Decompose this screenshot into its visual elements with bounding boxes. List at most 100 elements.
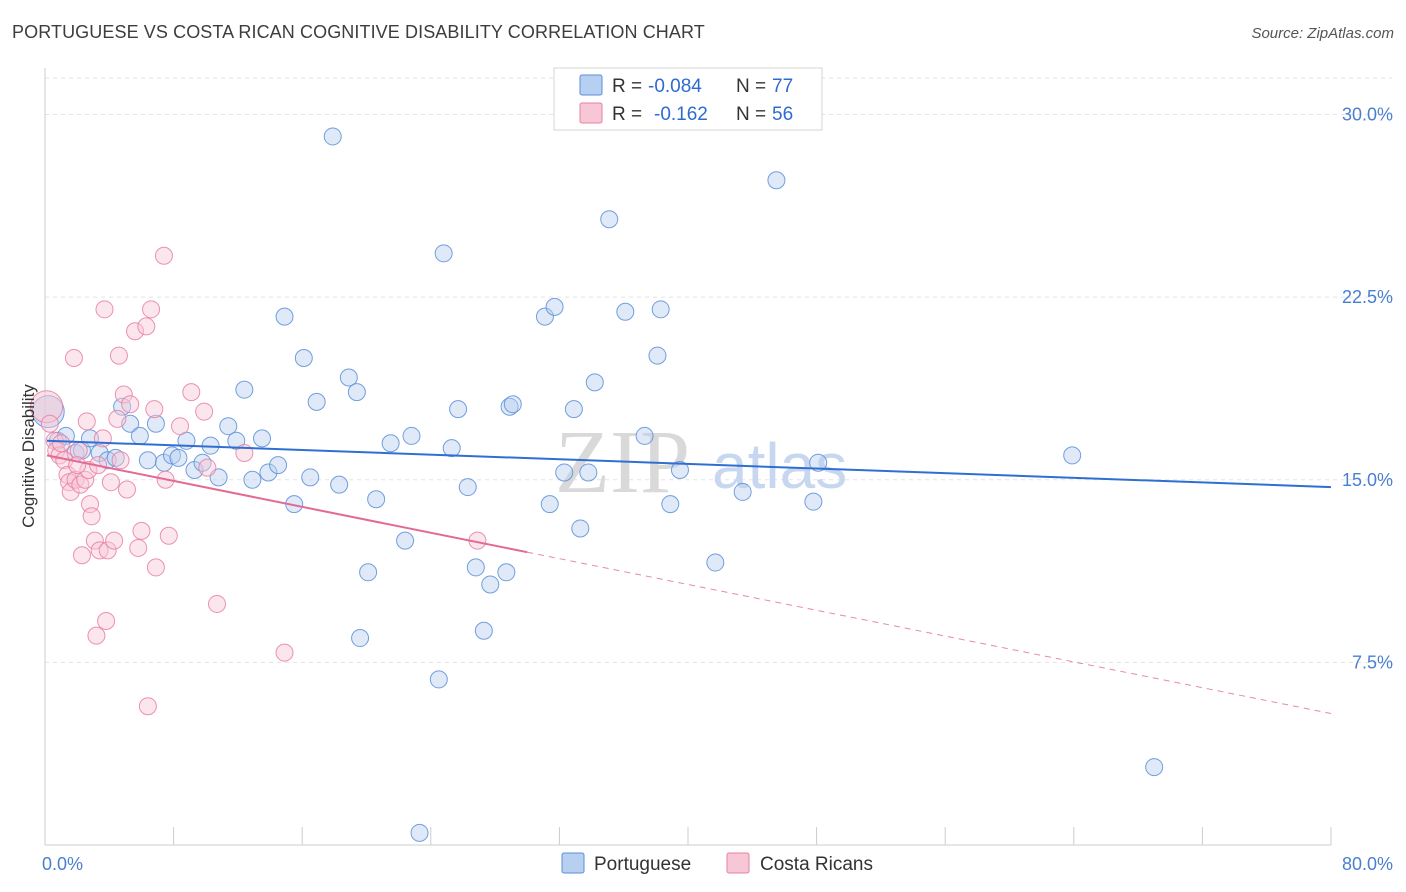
portuguese-point xyxy=(555,463,574,482)
y-tick-label: 15.0% xyxy=(1342,470,1393,490)
portuguese-point xyxy=(733,482,752,501)
portuguese-point xyxy=(339,368,358,387)
portuguese-point xyxy=(130,426,149,445)
costa-rican-point xyxy=(142,300,161,319)
costa-rican-point xyxy=(79,461,98,480)
bottom-legend: Portuguese Costa Ricans xyxy=(561,852,873,875)
costa-rican-point xyxy=(121,395,140,414)
portuguese-point xyxy=(396,531,415,550)
portuguese-point xyxy=(138,451,157,470)
portuguese-point xyxy=(481,575,500,594)
portuguese-point xyxy=(535,307,554,326)
portuguese-point xyxy=(146,414,165,433)
costa-rican-point xyxy=(64,349,83,368)
costa-rican-point xyxy=(114,385,133,404)
costa-rican-point xyxy=(95,300,114,319)
portuguese-point xyxy=(503,395,522,414)
portuguese-point xyxy=(458,478,477,497)
costa-rican-point xyxy=(77,412,96,431)
portuguese-point xyxy=(809,453,828,472)
costa-rican-point xyxy=(97,611,116,630)
costa-rican-point xyxy=(159,526,178,545)
portuguese-point xyxy=(429,670,448,689)
portuguese-point xyxy=(434,244,453,263)
portuguese-point xyxy=(706,553,725,572)
portuguese-point xyxy=(449,400,468,419)
bottom-legend-swatch-portuguese xyxy=(561,852,585,874)
costa-rican-point xyxy=(146,558,165,577)
portuguese-point xyxy=(804,492,823,511)
costa-rican-point xyxy=(208,594,227,613)
portuguese-point xyxy=(410,823,429,842)
portuguese-point xyxy=(402,426,421,445)
costa-rican-point xyxy=(66,470,85,489)
y-tick-label: 7.5% xyxy=(1352,652,1393,672)
y-tick-label: 30.0% xyxy=(1342,105,1393,125)
x-tick-max: 80.0% xyxy=(1342,854,1393,874)
portuguese-point xyxy=(381,434,400,453)
costa-rican-point xyxy=(82,507,101,526)
costa-rican-point xyxy=(117,480,136,499)
legend-n-label-1: N = xyxy=(736,76,766,97)
portuguese-point xyxy=(767,171,786,190)
costa-rican-point xyxy=(68,456,87,475)
costa-rican-point xyxy=(72,546,91,565)
costa-rican-point xyxy=(138,697,157,716)
axes xyxy=(44,68,1332,846)
portuguese-point xyxy=(106,448,125,467)
costa-rican-point xyxy=(98,541,117,560)
costa-rican-point xyxy=(111,451,130,470)
legend-swatch-portuguese xyxy=(579,74,603,96)
portuguese-point xyxy=(253,429,272,448)
portuguese-point xyxy=(330,475,349,494)
portuguese-point xyxy=(661,495,680,514)
source-credit: Source: ZipAtlas.com xyxy=(1251,25,1394,42)
legend-r-label-2: R = xyxy=(612,104,642,125)
chart-title: PORTUGUESE VS COSTA RICAN COGNITIVE DISA… xyxy=(12,22,705,42)
portuguese-point xyxy=(275,307,294,326)
costa-rican-point xyxy=(195,402,214,421)
costa-rican-point xyxy=(105,531,124,550)
costa-rican-point xyxy=(182,383,201,402)
costa-rican-point xyxy=(40,414,59,433)
bottom-legend-swatch-costa-ricans xyxy=(726,852,750,874)
costa-rican-point xyxy=(198,458,217,477)
legend-n-label-2: N = xyxy=(736,104,766,125)
x-tick-min: 0.0% xyxy=(42,854,83,874)
costa-rican-point xyxy=(137,317,156,336)
portuguese-point xyxy=(497,563,516,582)
portuguese-point xyxy=(367,490,386,509)
portuguese-point xyxy=(600,210,619,229)
costa-rican-point xyxy=(52,434,71,453)
portuguese-point xyxy=(585,373,604,392)
portuguese-point xyxy=(648,346,667,365)
portuguese-point xyxy=(616,302,635,321)
portuguese-point xyxy=(579,463,598,482)
portuguese-point xyxy=(219,417,238,436)
portuguese-point xyxy=(442,439,461,458)
portuguese-point xyxy=(564,400,583,419)
costa-rican-point xyxy=(109,346,128,365)
costa-rican-point xyxy=(132,521,151,540)
portuguese-trend-line xyxy=(46,439,1332,489)
portuguese-point xyxy=(635,426,654,445)
portuguese-point xyxy=(307,392,326,411)
costa-rican-point xyxy=(275,643,294,662)
y-axis-label: Cognitive Disability xyxy=(19,384,38,528)
costa-rican-point xyxy=(126,322,145,341)
portuguese-point xyxy=(651,300,670,319)
grid-lines xyxy=(45,77,1392,663)
portuguese-point xyxy=(243,470,262,489)
costa-rican-point xyxy=(76,470,95,489)
costa-rican-point xyxy=(61,482,80,501)
portuguese-point xyxy=(571,519,590,538)
legend-r-value-1: -0.084 xyxy=(648,76,702,97)
trend-lines xyxy=(46,439,1332,715)
costa-rican-point xyxy=(145,400,164,419)
y-tick-labels: 7.5% 15.0% 22.5% 30.0% xyxy=(1342,105,1393,673)
legend-n-value-1: 77 xyxy=(772,76,793,97)
y-tick-label: 22.5% xyxy=(1342,287,1393,307)
costa-rican-point xyxy=(171,417,190,436)
costa-rican-point xyxy=(108,409,127,428)
portuguese-point xyxy=(545,297,564,316)
